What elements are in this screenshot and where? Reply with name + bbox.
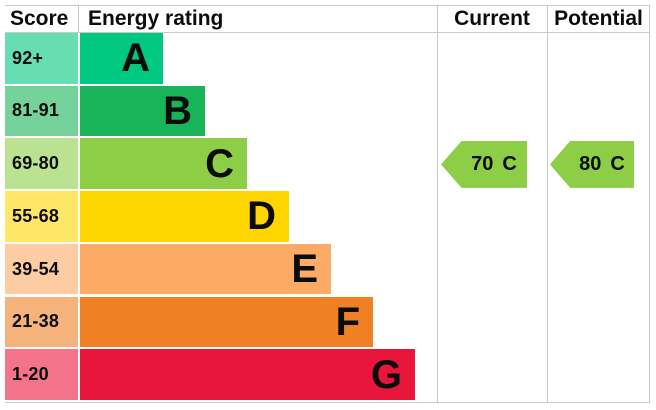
band-row-f: 21-38 F [0, 296, 656, 350]
potential-rating-arrow: 80 C [550, 140, 634, 188]
score-column-header: Score [10, 7, 69, 30]
current-column-divider [437, 5, 438, 403]
band-row-e: 39-54 E [0, 243, 656, 297]
potential-rating-value: 80 [579, 152, 602, 175]
band-score-range: 21-38 [5, 296, 78, 348]
band-letter: E [291, 247, 318, 292]
table-right-border [649, 5, 650, 403]
table-top-border [5, 5, 650, 6]
current-rating-arrow: 70 C [441, 140, 527, 188]
current-rating-band: C [502, 152, 517, 175]
band-score-range: 1-20 [5, 349, 78, 400]
band-letter: C [205, 141, 234, 186]
potential-rating-band: C [610, 152, 625, 175]
band-row-d: 55-68 D [0, 191, 656, 244]
band-letter: B [163, 88, 192, 133]
band-bar: A [80, 33, 163, 84]
score-column-divider [78, 5, 79, 32]
band-bar: C [80, 138, 247, 189]
band-bar: E [80, 243, 331, 295]
band-bar: G [80, 349, 415, 400]
band-score-range: 55-68 [5, 191, 78, 242]
band-score-range: 92+ [5, 33, 78, 84]
energy-rating-column-header: Energy rating [88, 7, 224, 30]
band-score-range: 81-91 [5, 85, 78, 137]
band-row-g: 1-20 G [0, 349, 656, 402]
band-score-range: 69-80 [5, 138, 78, 189]
band-letter: A [121, 36, 150, 81]
potential-column-divider [547, 5, 548, 403]
band-row-a: 92+ A [0, 33, 656, 86]
header-bottom-border [5, 32, 650, 33]
band-bar: F [80, 296, 373, 348]
band-bar: D [80, 191, 289, 242]
band-bar: B [80, 85, 205, 137]
band-letter: G [370, 352, 402, 397]
potential-column-header: Potential [554, 7, 643, 30]
band-letter: D [247, 194, 276, 239]
current-rating-value: 70 [471, 152, 494, 175]
band-row-c: 69-80 C [0, 138, 656, 191]
band-row-b: 81-91 B [0, 85, 656, 139]
table-bottom-border [5, 402, 650, 403]
band-letter: F [335, 299, 360, 344]
band-score-range: 39-54 [5, 243, 78, 295]
current-column-header: Current [454, 7, 530, 30]
